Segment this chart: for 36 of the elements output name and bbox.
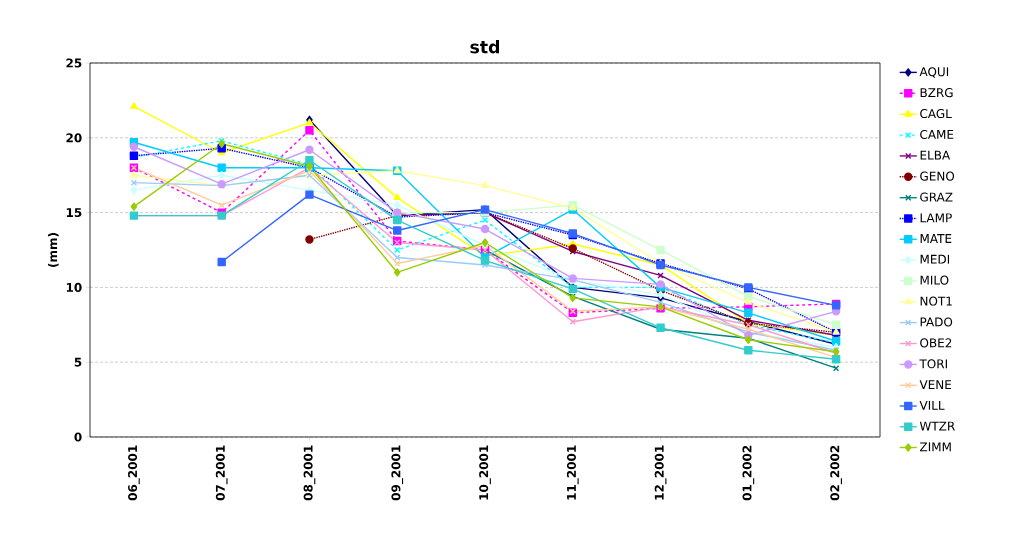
y-axis-title: (mm): [47, 233, 59, 267]
x-tick-label: 11_2001: [566, 445, 579, 500]
legend-label: LAMP: [920, 213, 952, 223]
chart-title: std: [470, 40, 500, 54]
legend-label: VENE: [919, 380, 952, 389]
legend-label: CAME: [920, 129, 954, 139]
x-tick-label: 07_2001: [215, 445, 228, 501]
y-tick-label: 25: [66, 58, 82, 68]
legend-label: GRAZ: [920, 192, 953, 202]
legend-label: NOT1: [920, 296, 952, 306]
x-tick-label: 09_2001: [391, 445, 404, 501]
x-tick-label: 06_2001: [128, 445, 140, 501]
legend-label: MILO: [920, 275, 949, 285]
legend-label: CAGL: [920, 109, 952, 119]
legend-label: TORI: [919, 359, 947, 369]
x-tick-label: 08_2001: [303, 445, 316, 501]
legend-label: WTZR: [919, 421, 955, 431]
y-tick-label: 10: [66, 282, 82, 292]
legend-label: GENO: [920, 171, 955, 181]
y-tick-label: 15: [66, 208, 82, 218]
legend-label: MATE: [920, 234, 952, 243]
x-tick-label: 10_2001: [479, 445, 491, 500]
legend-label: MEDI: [920, 254, 950, 264]
legend-label: ZIMM: [920, 442, 951, 452]
legend-label: AQUI: [919, 67, 949, 78]
legend-label: OBE2: [920, 338, 952, 348]
x-tick-label: 02_2002: [830, 445, 842, 501]
y-tick-label: 0: [74, 432, 82, 442]
y-tick-label: 20: [66, 133, 82, 143]
x-tick-label: 12_2001: [654, 445, 667, 500]
legend-label: PADO: [920, 317, 953, 327]
legend-label: VILL: [919, 400, 945, 410]
x-tick-label: 01_2002: [742, 445, 755, 501]
y-tick-label: 5: [74, 357, 82, 367]
legend-label: BZRG: [920, 88, 953, 98]
legend-label: ELBA: [920, 150, 951, 160]
